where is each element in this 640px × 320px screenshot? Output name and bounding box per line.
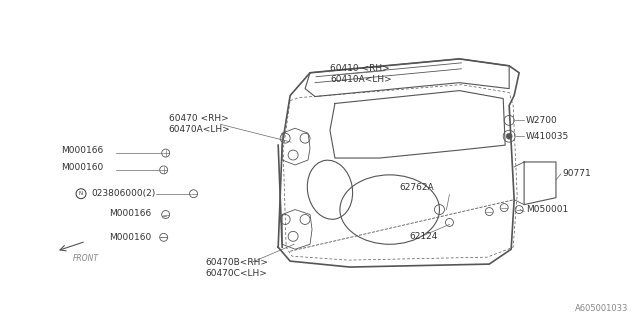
Text: 62124: 62124	[410, 232, 438, 241]
Text: 60410 <RH>: 60410 <RH>	[330, 64, 390, 73]
Text: 60470C<LH>: 60470C<LH>	[205, 268, 268, 277]
Text: FRONT: FRONT	[73, 254, 99, 263]
Text: M000160: M000160	[109, 233, 151, 242]
Text: 60470B<RH>: 60470B<RH>	[205, 258, 269, 267]
Text: M000166: M000166	[61, 146, 104, 155]
Text: A605001033: A605001033	[575, 304, 628, 313]
Text: M000160: M000160	[61, 164, 104, 172]
Text: 62762A: 62762A	[399, 183, 435, 192]
Text: 023806000(2): 023806000(2)	[91, 189, 156, 198]
Text: 60470A<LH>: 60470A<LH>	[169, 125, 230, 134]
Text: W2700: W2700	[526, 116, 558, 125]
Text: N: N	[79, 191, 83, 196]
Text: 60410A<LH>: 60410A<LH>	[330, 75, 392, 84]
Text: M000166: M000166	[109, 209, 151, 218]
Circle shape	[506, 133, 512, 139]
Text: 60470 <RH>: 60470 <RH>	[169, 114, 228, 123]
Text: W410035: W410035	[526, 132, 570, 141]
Text: 90771: 90771	[562, 169, 591, 178]
Text: M050001: M050001	[526, 205, 568, 214]
